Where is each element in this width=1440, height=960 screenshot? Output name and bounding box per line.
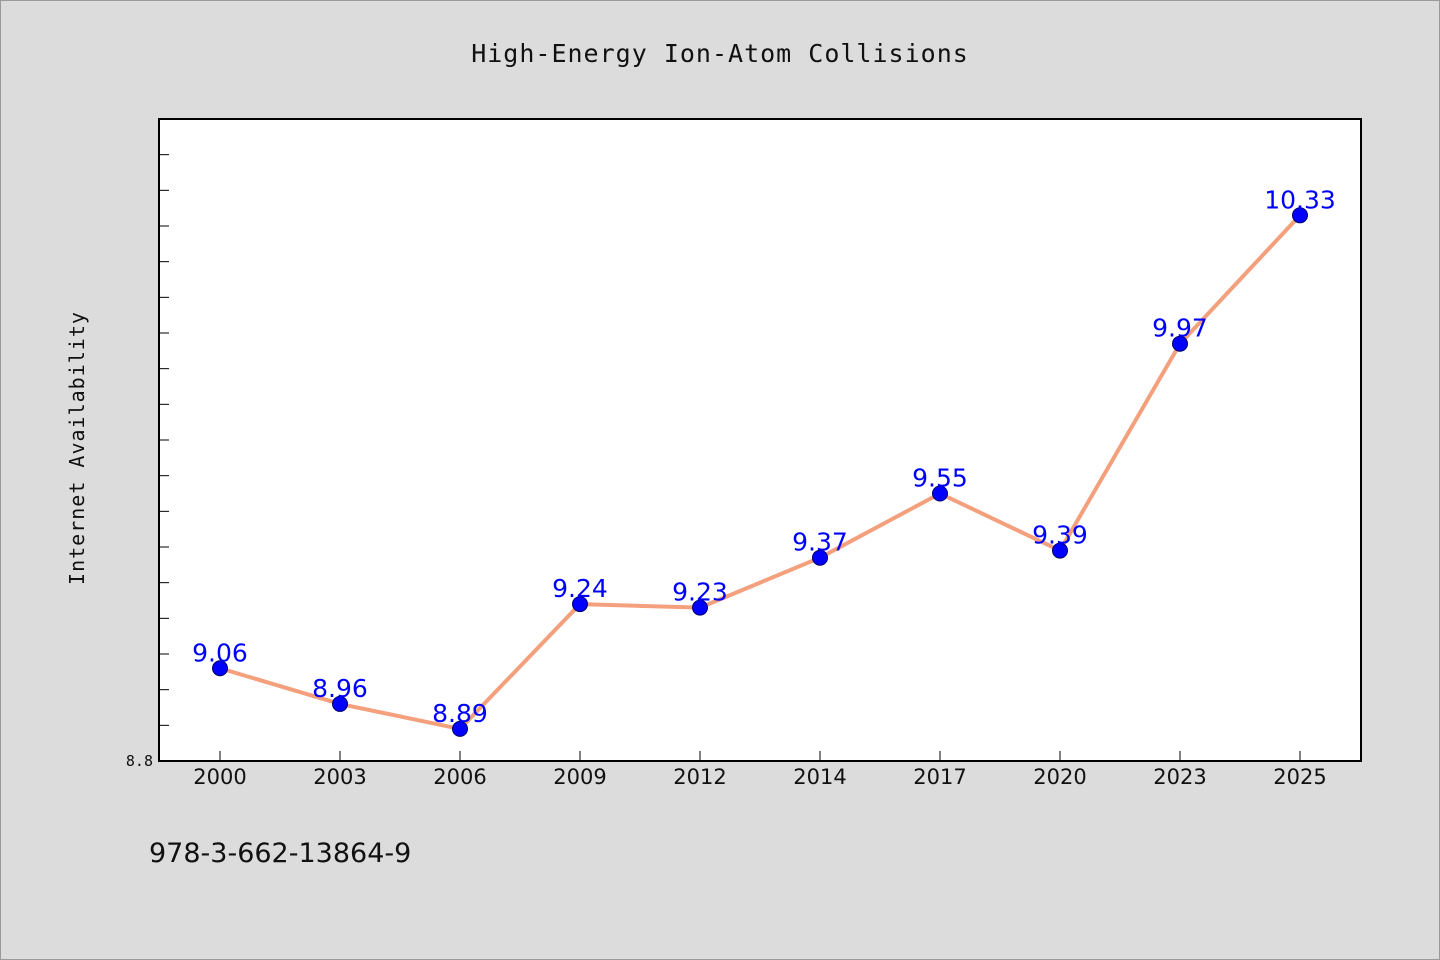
x-tick-label: 2017	[913, 765, 966, 789]
x-tick-label: 2000	[193, 765, 246, 789]
data-point	[572, 596, 588, 613]
data-point	[1052, 542, 1068, 559]
data-point	[1292, 207, 1308, 224]
data-point	[332, 695, 348, 712]
data-label: 9.37	[792, 528, 848, 557]
data-label: 9.55	[912, 464, 968, 493]
data-point	[932, 485, 948, 502]
data-label: 9.06	[192, 638, 248, 667]
data-point	[452, 720, 468, 737]
data-point	[812, 549, 828, 566]
x-axis: 2000 2003 2006 2009 2012 2014 2017 2020 2023 2025	[193, 751, 1327, 789]
data-label: 8.89	[432, 699, 488, 728]
x-tick-label: 2023	[1153, 765, 1206, 789]
x-tick-label: 2014	[793, 765, 846, 789]
x-tick-label: 2009	[553, 765, 606, 789]
x-tick-label: 2006	[433, 765, 486, 789]
chart-title: High-Energy Ion-Atom Collisions	[471, 39, 969, 68]
x-tick-label: 2003	[313, 765, 366, 789]
x-tick-label: 2012	[673, 765, 726, 789]
data-point	[212, 660, 228, 677]
footnote: 978-3-662-13864-9	[149, 838, 411, 869]
data-point	[692, 599, 708, 616]
x-tick-label: 2020	[1033, 765, 1086, 789]
x-tick-label: 2025	[1273, 765, 1326, 789]
data-label: 9.39	[1032, 521, 1088, 550]
y-axis: 8.8	[126, 154, 169, 770]
data-label: 9.97	[1152, 314, 1208, 343]
data-labels: 9.06 8.96 8.89 9.24 9.23 9.37 9.55 9.39 9.97 10.3…	[192, 185, 1336, 728]
y-tick-label: 8.8	[126, 752, 153, 770]
data-label: 10.33	[1264, 185, 1336, 214]
y-axis-label: Internet Availability	[65, 311, 89, 585]
data-point	[1172, 335, 1188, 352]
data-label: 9.24	[552, 574, 608, 603]
data-label: 8.96	[312, 674, 368, 703]
series-line	[218, 213, 1302, 731]
plot-area	[158, 118, 1362, 762]
series-group	[212, 207, 1308, 737]
data-label: 9.23	[672, 578, 728, 607]
